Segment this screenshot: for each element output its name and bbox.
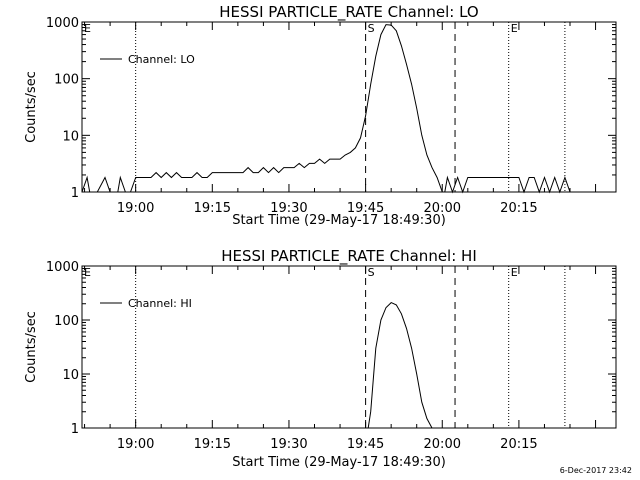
y-axis-label: Counts/sec bbox=[24, 71, 39, 143]
x-tick-label: 19:15 bbox=[194, 201, 231, 216]
y-tick-label: 100 bbox=[54, 73, 79, 88]
x-tick-label: 19:15 bbox=[194, 437, 231, 452]
y-tick-label: 100 bbox=[54, 314, 79, 329]
series-line bbox=[81, 24, 571, 194]
marker-label: E bbox=[84, 266, 91, 279]
series-line bbox=[367, 302, 433, 429]
y-tick-label: 10 bbox=[62, 129, 79, 144]
marker-label: E bbox=[84, 22, 91, 35]
plot-frame bbox=[81, 265, 617, 429]
legend-entry: Channel: LO bbox=[128, 53, 195, 66]
x-tick-label: 19:00 bbox=[117, 201, 154, 216]
chart-title: HESSI PARTICLE_RATE Channel: LO bbox=[219, 3, 478, 22]
y-tick-label: 1 bbox=[71, 422, 79, 437]
plot-frame bbox=[81, 21, 617, 193]
y-tick-label: 1000 bbox=[46, 16, 79, 31]
marker-label: S bbox=[368, 22, 375, 35]
x-tick-label: 20:15 bbox=[500, 201, 537, 216]
lo-channel-panel: HESSI PARTICLE_RATE Channel: LO 1 10 100 100… bbox=[24, 3, 617, 228]
x-axis-label: Start Time (29-May-17 18:49:30) bbox=[232, 213, 446, 228]
x-tick-label: 20:00 bbox=[424, 201, 461, 216]
x-tick-label: 19:45 bbox=[347, 201, 384, 216]
marker-label: E bbox=[511, 22, 518, 35]
x-tick-label: 20:15 bbox=[500, 437, 537, 452]
hi-channel-panel: HESSI PARTICLE_RATE Channel: HI 1 10 100 100… bbox=[24, 247, 617, 470]
y-tick-label: 10 bbox=[62, 368, 79, 383]
legend-entry: Channel: HI bbox=[128, 297, 192, 310]
x-tick-label: 20:00 bbox=[424, 437, 461, 452]
footer-timestamp: 6-Dec-2017 23:42 bbox=[559, 466, 632, 475]
marker-label: E bbox=[511, 266, 518, 279]
x-tick-label: 19:30 bbox=[270, 201, 307, 216]
chart-title: HESSI PARTICLE_RATE Channel: HI bbox=[221, 247, 477, 266]
x-axis-label: Start Time (29-May-17 18:49:30) bbox=[232, 455, 446, 470]
y-tick-label: 1000 bbox=[46, 260, 79, 275]
x-tick-label: 19:00 bbox=[117, 437, 154, 452]
y-tick-label: 1 bbox=[71, 186, 79, 201]
x-tick-label: 19:30 bbox=[270, 437, 307, 452]
y-axis-label: Counts/sec bbox=[24, 311, 39, 383]
marker-label: S bbox=[368, 266, 375, 279]
x-tick-label: 19:45 bbox=[347, 437, 384, 452]
